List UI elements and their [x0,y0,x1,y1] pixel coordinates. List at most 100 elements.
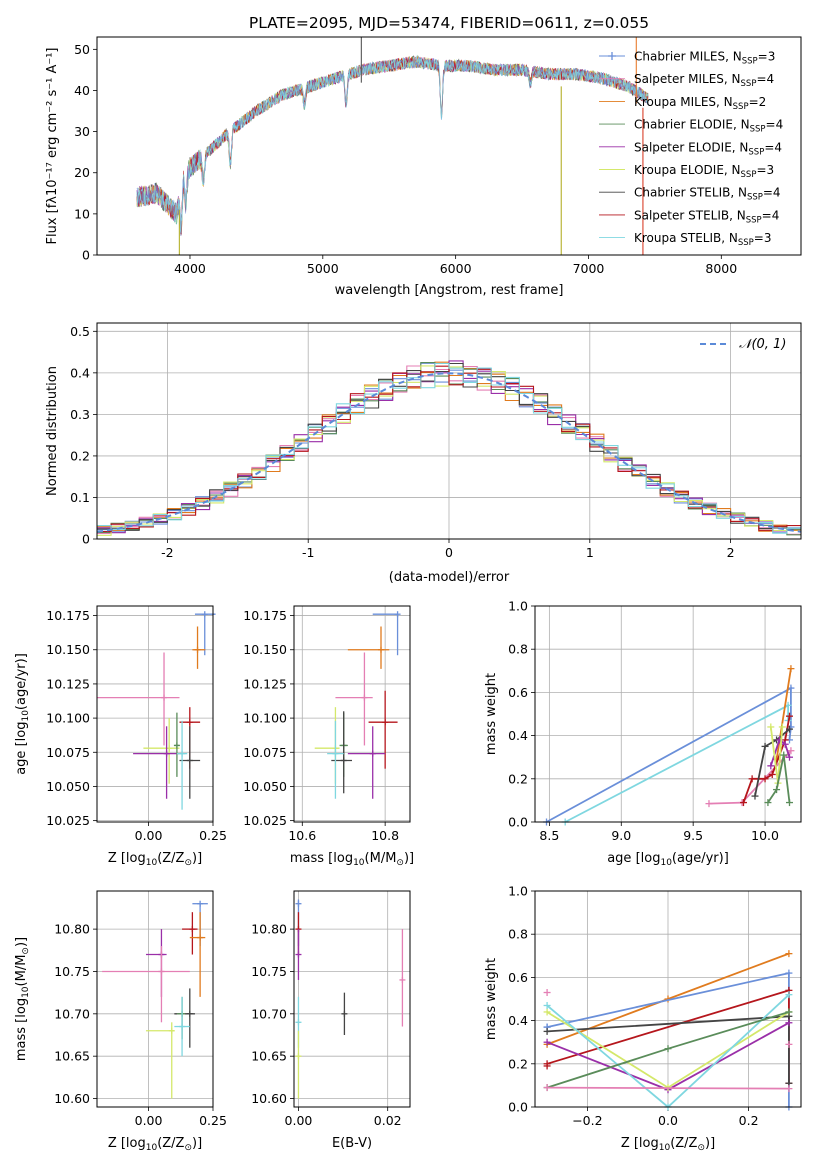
legend-label-suffix: =3 [756,163,774,177]
x-tick-label: 0.2 [739,1113,759,1128]
legend-label-suffix: =3 [754,231,772,245]
x-axis-label: wavelength [Angstrom, rest frame] [335,283,564,298]
weight-line-3 [767,754,791,804]
axis-label-subscript: 10 [353,858,365,868]
y-tick-label: 10.125 [243,676,287,691]
x-tick-label: -2 [161,545,173,560]
y-tick-label: 10.150 [46,642,90,657]
x-tick-label: 9.0 [611,828,631,843]
y-tick-label: 10.75 [54,964,90,979]
legend-label-suffix: =4 [763,186,781,200]
axis-label-part: (M/M [14,955,29,987]
x-tick-label: 0.0 [658,1113,678,1128]
axis-label-subscript: ⊙ [697,1143,705,1153]
legend-label-main: Salpeter ELODIE, N [634,140,748,154]
y-tick-label: 20 [74,165,90,180]
y-tick-label: 0.0 [508,1100,528,1115]
xlabel-axis-label: Z [log10(Z/Z⊙)] [108,1136,202,1153]
axes-frame [293,890,411,1108]
x-tick-label: 0.25 [199,1113,227,1128]
legend-label-sub: SSP [741,170,757,180]
legend-label-sub: SSP [748,147,764,157]
y-tick-label: 0.5 [70,324,90,339]
y-tick-label: 10.80 [54,922,90,937]
y-tick-label: 0 [82,248,90,263]
axis-label-part: Z [log [108,851,146,866]
y-tick-label: 10.75 [251,964,287,979]
axis-label-part: )] [14,937,29,947]
x-tick-label: 0 [445,545,453,560]
xlabel-axis-label: Z [log10(Z/Z⊙)] [621,1136,715,1153]
y-tick-label: 50 [74,42,90,57]
weight-line-2 [775,668,792,760]
y-tick-label: 10.60 [251,1091,287,1106]
x-tick-label: 0.00 [285,1113,313,1128]
axis-label-subscript: 10 [21,986,31,998]
legend-label: Salpeter MILES, NSSP=4 [634,72,774,89]
y-tick-label: 0.2 [70,448,90,463]
xlabel-axis-label: Z [log10(Z/Z⊙)] [108,851,202,868]
y-tick-label: 10.050 [243,779,287,794]
axis-label-part: )] [192,1136,202,1151]
x-tick-label: 0.25 [199,828,227,843]
axis-label-part: (Z/Z [670,1136,697,1151]
y-tick-label: 0.0 [508,815,528,830]
x-axis-label: (data-model)/error [389,570,510,585]
y-tick-label: 0.2 [508,1056,528,1071]
legend-label-suffix: =2 [749,95,767,109]
histogram-series-7 [97,365,801,533]
spectrum-line-7 [136,56,649,235]
axis-label-subscript: 10 [659,1143,671,1153]
residual-histogram-panel: -2 -1 0 1 2 0 0.1 0.2 0.3 0.4 0.5 𝒩(0, 1) (data-mode… [45,322,802,585]
legend-label-main: Chabrier STELIB, N [634,186,747,200]
axis-label-part: mass [log [14,998,29,1061]
axis-label-subscript: 10 [21,710,31,722]
axis-label-part: (age/yr)] [672,851,729,866]
legend-label-main: Salpeter MILES, N [634,72,741,86]
y-tick-label: 0.6 [508,970,528,985]
legend-label: Kroupa MILES, NSSP=2 [634,95,766,112]
x-tick-label: 0.00 [135,828,163,843]
legend-label-main: Chabrier MILES, N [634,50,742,64]
y-tick-label: 10.70 [251,1006,287,1021]
y-tick-label: 30 [74,124,90,139]
x-tick-label: 6000 [440,261,472,276]
y-tick-label: 10.125 [46,676,90,691]
chart-title: PLATE=2095, MJD=53474, FIBERID=0611, z=0… [249,14,649,32]
x-tick-label: 10.8 [371,828,399,843]
legend-label-suffix: =4 [762,208,780,222]
axis-label-part: age [log [14,722,29,775]
mass-weight-vs-metallicity-panel: −0.2 0.0 0.2 0.0 0.2 0.4 0.6 0.8 1.0 Z [log10(Z/Z… [484,884,802,1153]
axis-label-part: Z [log [621,1136,659,1151]
axis-label-part: )] [404,851,414,866]
y-tick-label: 10.80 [251,922,287,937]
age-vs-mass-panel: 10.6 10.8 10.025 10.050 10.075 10.100 10.125 10… [243,605,414,868]
age-vs-metallicity-panel: 0.00 0.25 10.025 10.050 10.075 10.100 10.125 10… [14,605,227,868]
axes-frame [534,605,802,823]
y-tick-label: 0.8 [508,927,528,942]
y-tick-label: 1.0 [508,599,528,614]
axis-label-part: age [log [607,851,660,866]
legend-label: Chabrier ELODIE, NSSP=4 [634,118,783,135]
x-tick-label: 8000 [705,261,737,276]
axis-label-subscript: ⊙ [184,858,192,868]
y-tick-label: 0.8 [508,642,528,657]
y-tick-label: 0 [82,532,90,547]
legend-label-suffix: =3 [758,50,776,64]
axis-label-part: (age/yr)] [14,653,29,710]
x-tick-label: 10.6 [288,828,316,843]
x-tick-label: -1 [302,545,314,560]
y-tick-label: 10 [74,206,90,221]
axes-frame [96,36,802,256]
axis-label-subscript: 10 [146,1143,158,1153]
y-axis-label: Normed distribution [45,366,60,496]
histogram-series-8 [97,362,801,534]
x-tick-label: 8.5 [539,828,559,843]
y-tick-label: 10.075 [46,745,90,760]
legend-label-sub: SSP [742,57,758,67]
legend-label: Chabrier MILES, NSSP=3 [634,50,775,67]
legend-label-main: Salpeter STELIB, N [634,208,746,222]
legend-label-suffix: =4 [764,140,782,154]
ylabel-axis-label: age [log10(age/yr)] [14,653,31,775]
